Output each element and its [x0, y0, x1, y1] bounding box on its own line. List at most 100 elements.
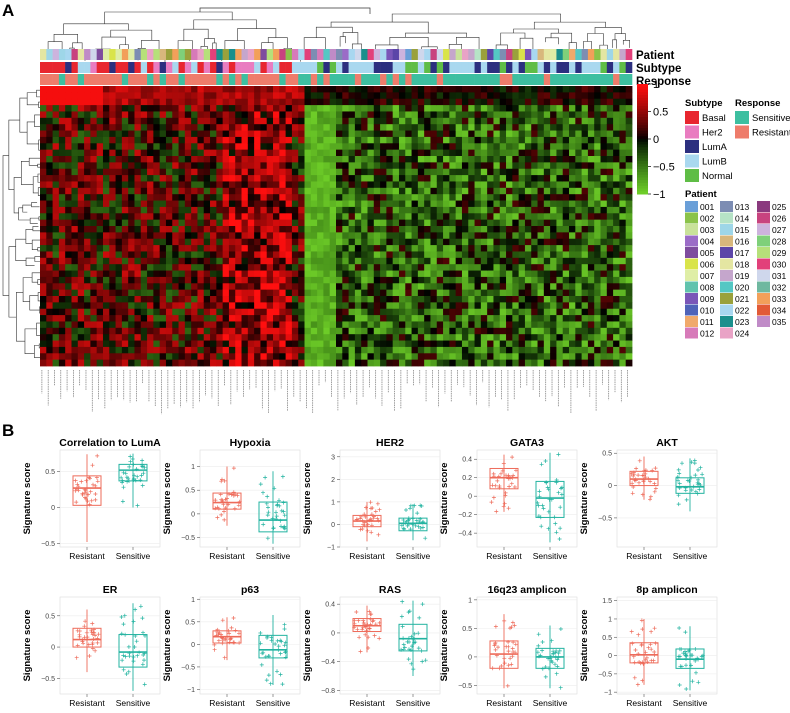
heatmap-cell	[159, 327, 167, 335]
heatmap-cell	[411, 149, 419, 157]
heatmap-cell	[468, 156, 475, 163]
heatmap-cell	[304, 200, 312, 208]
heatmap-cell	[405, 226, 412, 233]
heatmap-cell	[134, 251, 142, 259]
heatmap-cell	[165, 283, 173, 291]
heatmap-cell	[575, 276, 583, 284]
heatmap-cell	[562, 187, 570, 195]
heatmap-cell	[134, 289, 142, 297]
heatmap-cell	[304, 296, 312, 303]
color-scale-step	[637, 152, 648, 156]
heatmap-cell	[228, 276, 236, 284]
heatmap-cell	[449, 181, 457, 189]
heatmap-cell	[606, 340, 614, 348]
heatmap-cell	[386, 296, 394, 303]
heatmap-cell	[380, 321, 387, 329]
heatmap-cell	[121, 359, 129, 367]
heatmap-cell	[398, 232, 406, 240]
heatmap-cell	[556, 213, 564, 221]
heatmap-cell	[191, 308, 198, 316]
heatmap-cell	[575, 117, 583, 125]
heatmap-cell	[273, 111, 280, 119]
heatmap-cell	[273, 321, 280, 329]
heatmap-cell	[531, 296, 538, 303]
heatmap-cell	[184, 206, 192, 214]
heatmap-cell	[443, 98, 450, 106]
heatmap-cell	[241, 302, 249, 310]
heatmap-cell	[430, 251, 438, 259]
patient-track-cell	[606, 49, 614, 60]
heatmap-cell	[222, 251, 230, 259]
heatmap-cell	[354, 213, 362, 221]
heatmap-cell	[531, 264, 538, 271]
heatmap-cell	[285, 117, 293, 125]
heatmap-cell	[480, 340, 488, 348]
patient-legend-swatch	[720, 212, 733, 224]
heatmap-cell	[625, 270, 633, 278]
heatmap-cell	[247, 302, 255, 310]
heatmap-cell	[121, 353, 129, 361]
heatmap-cell	[102, 92, 110, 100]
heatmap-cell	[241, 315, 249, 322]
heatmap-cell	[140, 213, 148, 221]
heatmap-cell	[58, 334, 66, 341]
heatmap-cell	[543, 257, 551, 265]
data-point	[138, 478, 143, 483]
heatmap-cell	[165, 308, 173, 316]
heatmap-cell	[71, 315, 79, 322]
heatmap-cell	[77, 149, 85, 157]
heatmap-cell	[474, 346, 482, 354]
heatmap-cell	[354, 168, 362, 176]
heatmap-cell	[487, 270, 494, 278]
heatmap-cell	[575, 111, 583, 119]
heatmap-cell	[581, 226, 589, 233]
patient-track-cell	[436, 49, 444, 60]
heatmap-cell	[102, 143, 110, 151]
heatmap-cell	[52, 105, 60, 112]
response-track-cell	[562, 74, 570, 85]
heatmap-cell	[518, 143, 526, 151]
heatmap-cell	[449, 117, 457, 125]
heatmap-cell	[480, 283, 488, 291]
heatmap-cell	[436, 117, 444, 125]
data-point	[84, 478, 89, 483]
heatmap-cell	[594, 270, 601, 278]
heatmap-cell	[90, 264, 98, 271]
heatmap-cell	[569, 289, 576, 297]
heatmap-cell	[619, 111, 627, 119]
heatmap-cell	[266, 200, 274, 208]
heatmap-cell	[115, 359, 123, 367]
heatmap-cell	[430, 334, 438, 341]
y-tick-label: 0	[191, 511, 195, 518]
heatmap-cell	[361, 270, 368, 278]
heatmap-cell	[487, 143, 494, 151]
heatmap-cell	[247, 296, 255, 303]
heatmap-cell	[506, 143, 513, 151]
heatmap-cell	[210, 213, 217, 221]
heatmap-cell	[165, 213, 173, 221]
heatmap-cell	[449, 270, 457, 278]
heatmap-cell	[569, 302, 576, 310]
heatmap-cell	[247, 143, 255, 151]
heatmap-cell	[254, 296, 261, 303]
heatmap-cell	[254, 327, 261, 335]
heatmap-cell	[121, 200, 129, 208]
response-legend-swatch	[735, 125, 749, 139]
heatmap-cell	[40, 245, 47, 252]
heatmap-cell	[455, 315, 463, 322]
heatmap-cell	[140, 257, 148, 265]
heatmap-cell	[430, 232, 438, 240]
heatmap-cell	[134, 327, 142, 335]
heatmap-cell	[134, 98, 142, 106]
heatmap-cell	[499, 232, 507, 240]
heatmap-cell	[172, 124, 179, 131]
heatmap-cell	[550, 308, 557, 316]
heatmap-cell	[71, 200, 79, 208]
heatmap-cell	[587, 187, 595, 195]
heatmap-cell	[247, 359, 255, 367]
heatmap-cell	[241, 149, 249, 157]
heatmap-cell	[348, 327, 356, 335]
response-track-cell	[197, 74, 205, 85]
heatmap-cell	[594, 149, 601, 157]
heatmap-cell	[178, 86, 186, 93]
